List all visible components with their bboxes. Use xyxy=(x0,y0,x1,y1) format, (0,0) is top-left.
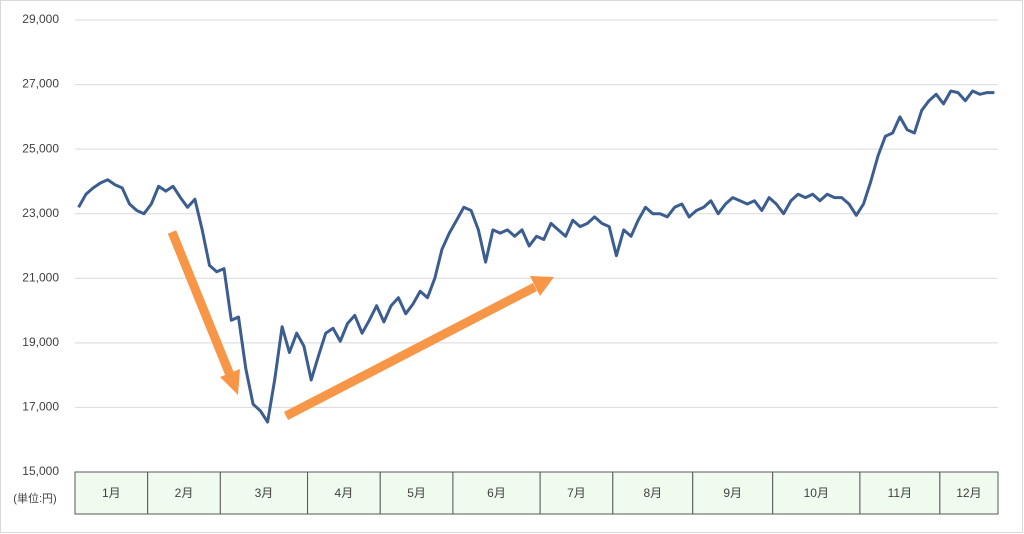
down-arrow-head xyxy=(220,369,240,395)
y-tick-label: 19,000 xyxy=(22,335,59,349)
x-tick-label: 7月 xyxy=(567,486,586,500)
month-boxes: 1月 2月 3月 4月 5月 6月 7月 8月 9月 10月 11月 12月 xyxy=(74,471,999,515)
x-tick-label: 12月 xyxy=(956,486,981,500)
x-tick-label: 11月 xyxy=(888,486,912,500)
trend-arrows xyxy=(167,230,554,420)
month-box xyxy=(539,471,614,515)
y-tick-label: 25,000 xyxy=(22,141,59,155)
y-tick-label: 23,000 xyxy=(22,206,59,220)
x-tick-label: 6月 xyxy=(487,486,506,500)
x-tick-label: 10月 xyxy=(804,486,829,500)
month-box xyxy=(379,471,454,515)
month-box xyxy=(147,471,221,515)
y-tick-label: 15,000 xyxy=(22,464,59,478)
line xyxy=(77,89,995,424)
x-tick-label: 1月 xyxy=(102,486,121,500)
month-box xyxy=(772,471,861,515)
x-tick-label: 8月 xyxy=(643,486,662,500)
y-tick-label: 17,000 xyxy=(22,400,59,414)
up-arrow-head xyxy=(530,276,554,296)
x-tick-label: 9月 xyxy=(723,486,742,500)
month-box xyxy=(74,471,149,515)
x-tick-label: 2月 xyxy=(175,486,194,500)
unit-label: (単位:円) xyxy=(13,491,56,505)
up-arrow xyxy=(283,283,538,420)
plot xyxy=(77,89,995,424)
month-box xyxy=(692,471,774,515)
y-tick-label: 21,000 xyxy=(22,270,59,284)
down-arrow xyxy=(167,230,235,377)
month-box xyxy=(452,471,541,515)
y-tick-label: 27,000 xyxy=(22,77,59,91)
month-box xyxy=(612,471,694,515)
month-box xyxy=(939,471,999,515)
x-tick-label: 5月 xyxy=(407,486,426,500)
x-tick-label: 4月 xyxy=(335,486,354,500)
y-tick-label: 29,000 xyxy=(22,12,59,26)
x-tick-label: 3月 xyxy=(255,486,274,500)
